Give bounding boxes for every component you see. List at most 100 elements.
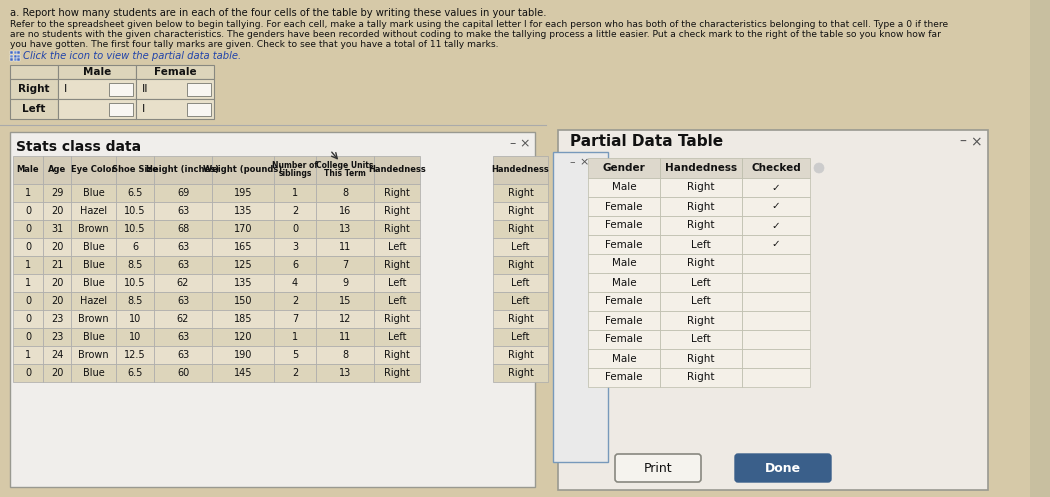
Bar: [588, 178, 660, 197]
Text: 6: 6: [292, 260, 298, 270]
Text: Left: Left: [387, 242, 406, 252]
Bar: [116, 364, 154, 382]
Bar: [274, 292, 316, 310]
Text: 0: 0: [25, 314, 31, 324]
Text: 29: 29: [50, 188, 63, 198]
Bar: [742, 235, 810, 254]
Bar: [494, 310, 548, 328]
Text: 9: 9: [342, 278, 348, 288]
Bar: [316, 346, 374, 364]
Bar: [17, 51, 20, 54]
Bar: [742, 292, 810, 311]
Text: Right: Right: [384, 368, 410, 378]
Text: Left: Left: [387, 278, 406, 288]
Text: 24: 24: [50, 350, 63, 360]
Bar: [71, 364, 116, 382]
Text: 23: 23: [50, 314, 63, 324]
Bar: [43, 238, 71, 256]
Text: Right: Right: [688, 201, 715, 212]
Text: 10: 10: [129, 314, 141, 324]
Text: Age: Age: [48, 166, 66, 174]
Bar: [494, 220, 548, 238]
Bar: [116, 202, 154, 220]
Text: Stats class data: Stats class data: [16, 140, 141, 154]
Bar: [14, 51, 17, 54]
Text: 2: 2: [292, 368, 298, 378]
Text: Left: Left: [22, 104, 46, 114]
Bar: [660, 254, 742, 273]
Bar: [154, 292, 212, 310]
Bar: [316, 328, 374, 346]
Text: Hazel: Hazel: [80, 296, 107, 306]
Bar: [109, 83, 133, 95]
Bar: [374, 202, 420, 220]
Text: –: –: [960, 135, 966, 149]
Bar: [116, 274, 154, 292]
Bar: [494, 328, 548, 346]
Text: II: II: [142, 84, 148, 94]
Text: ×: ×: [970, 135, 982, 149]
Bar: [136, 79, 214, 99]
Bar: [660, 273, 742, 292]
Text: 10.5: 10.5: [124, 206, 146, 216]
Text: 5: 5: [292, 350, 298, 360]
Bar: [43, 202, 71, 220]
Text: 69: 69: [176, 188, 189, 198]
Bar: [660, 178, 742, 197]
Text: Right: Right: [507, 224, 533, 234]
Bar: [553, 152, 608, 462]
Text: 20: 20: [50, 206, 63, 216]
Bar: [13, 220, 43, 238]
Text: you have gotten. The first four tally marks are given. Check to see that you hav: you have gotten. The first four tally ma…: [10, 40, 499, 49]
Text: 20: 20: [50, 278, 63, 288]
Text: 62: 62: [176, 314, 189, 324]
Text: Right: Right: [507, 314, 533, 324]
Bar: [71, 256, 116, 274]
Bar: [588, 158, 660, 178]
Text: 23: 23: [50, 332, 63, 342]
Bar: [588, 330, 660, 349]
Text: Right: Right: [18, 84, 49, 94]
Bar: [660, 158, 742, 178]
Text: Right: Right: [688, 353, 715, 363]
Bar: [58, 65, 136, 79]
Bar: [316, 292, 374, 310]
Bar: [154, 364, 212, 382]
Text: Blue: Blue: [83, 188, 104, 198]
Text: Right: Right: [507, 260, 533, 270]
Bar: [742, 216, 810, 235]
Bar: [494, 156, 548, 184]
Bar: [274, 220, 316, 238]
Text: Right: Right: [688, 221, 715, 231]
Bar: [58, 79, 136, 99]
Bar: [154, 202, 212, 220]
Bar: [187, 102, 211, 115]
Text: 20: 20: [50, 296, 63, 306]
Text: Right: Right: [384, 224, 410, 234]
Bar: [212, 274, 274, 292]
Text: Left: Left: [387, 296, 406, 306]
Text: Left: Left: [691, 277, 711, 287]
Text: Left: Left: [511, 278, 530, 288]
Bar: [13, 292, 43, 310]
Bar: [136, 99, 214, 119]
Bar: [494, 184, 548, 202]
Bar: [494, 238, 548, 256]
Bar: [494, 274, 548, 292]
Text: 185: 185: [234, 314, 252, 324]
Bar: [13, 184, 43, 202]
Bar: [43, 220, 71, 238]
Text: Hazel: Hazel: [80, 206, 107, 216]
Bar: [212, 310, 274, 328]
Bar: [154, 256, 212, 274]
Text: Brown: Brown: [78, 350, 109, 360]
Bar: [116, 238, 154, 256]
Text: ✓: ✓: [772, 182, 780, 192]
Bar: [43, 156, 71, 184]
Bar: [660, 330, 742, 349]
Bar: [10, 99, 58, 119]
Bar: [17, 58, 20, 61]
Bar: [43, 292, 71, 310]
Text: Number of: Number of: [272, 162, 318, 170]
Text: 13: 13: [339, 368, 351, 378]
